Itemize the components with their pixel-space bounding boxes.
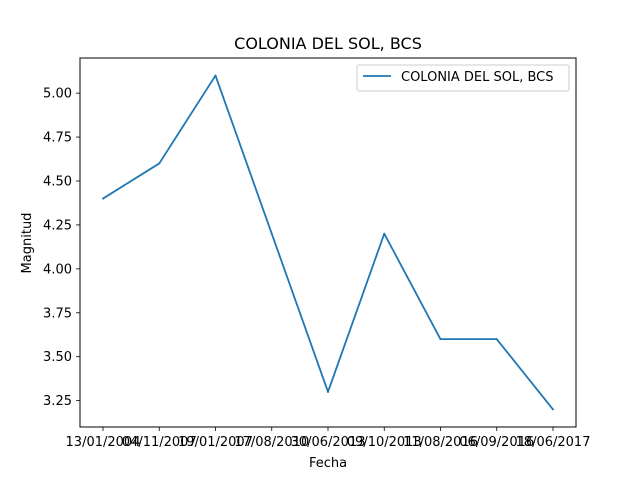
x-tick-label: 09/10/2013	[347, 435, 422, 450]
y-tick-label: 4.75	[43, 131, 72, 146]
y-tick-label: 3.50	[43, 350, 72, 365]
x-tick-label: 30/06/2013	[291, 435, 366, 450]
x-axis-label: Fecha	[309, 456, 347, 471]
data-point	[270, 232, 273, 235]
y-axis: 3.25 3.50 3.75 4.00 4.25 4.50 4.75 5.00	[43, 87, 80, 409]
x-tick-label: 13/01/2004	[66, 435, 141, 450]
data-point	[102, 197, 104, 200]
series-layer	[102, 74, 554, 411]
x-tick-label: 06/09/2016	[459, 435, 534, 450]
data-point	[439, 338, 442, 341]
x-tick-label: 19/01/2007	[178, 435, 253, 450]
x-tick-label: 17/08/2010	[234, 435, 309, 450]
y-axis-label: Magnitud	[20, 213, 35, 274]
x-tick-label: 11/08/2016	[403, 435, 478, 450]
data-point	[495, 338, 498, 341]
data-point	[158, 162, 161, 165]
x-tick-label: 18/06/2017	[516, 435, 591, 450]
data-point	[552, 408, 554, 411]
y-tick-label: 4.25	[43, 218, 72, 233]
data-point	[214, 74, 217, 77]
plot-area	[79, 57, 577, 428]
y-tick-label: 4.00	[43, 262, 72, 277]
legend-entry: COLONIA DEL SOL, BCS	[401, 70, 554, 85]
y-tick-label: 5.00	[43, 87, 72, 102]
y-tick-label: 3.75	[43, 306, 72, 321]
legend: COLONIA DEL SOL, BCS	[356, 64, 570, 92]
x-axis: 13/01/200404/11/200719/01/200717/08/2010…	[66, 427, 591, 450]
x-tick-label: 04/11/2007	[122, 435, 197, 450]
y-tick-label: 3.25	[43, 394, 72, 409]
y-tick-label: 4.50	[43, 175, 72, 190]
chart-title: COLONIA DEL SOL, BCS	[234, 34, 422, 53]
data-point	[327, 390, 329, 393]
legend-box	[356, 64, 570, 92]
data-point	[383, 232, 386, 235]
